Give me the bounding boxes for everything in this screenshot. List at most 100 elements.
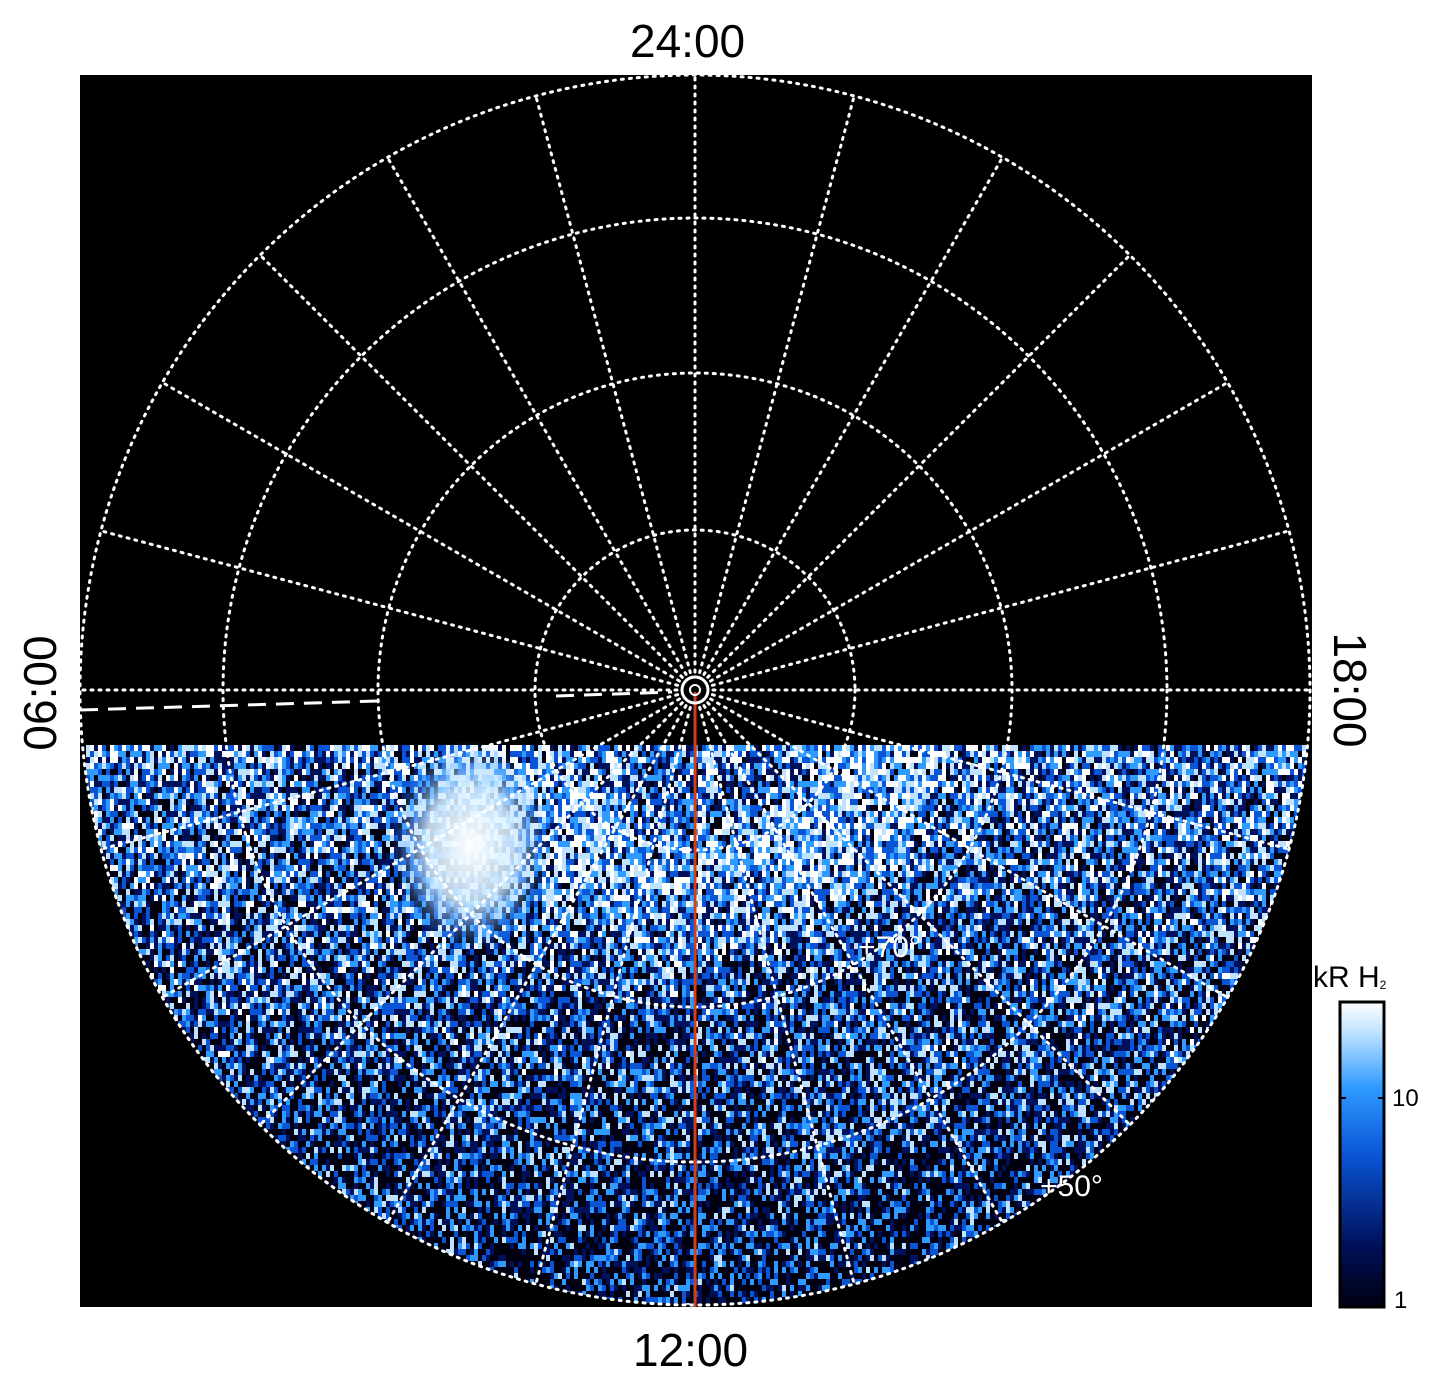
emission-pixel <box>894 745 898 754</box>
emission-pixel <box>394 751 398 758</box>
emission-pixel <box>1250 799 1254 806</box>
emission-pixel <box>406 763 410 774</box>
emission-pixel <box>1054 745 1058 756</box>
emission-pixel <box>746 745 750 751</box>
emission-pixel <box>1266 805 1270 812</box>
emission-pixel <box>198 781 202 787</box>
emission-pixel <box>630 823 634 830</box>
emission-pixel <box>282 751 286 758</box>
emission-pixel <box>1134 811 1138 817</box>
emission-pixel <box>1202 745 1206 756</box>
emission-pixel <box>830 745 834 754</box>
emission-pixel <box>190 763 194 773</box>
emission-pixel <box>1110 829 1114 835</box>
emission-pixel <box>298 769 302 775</box>
emission-pixel <box>1030 799 1034 806</box>
emission-pixel <box>166 841 170 848</box>
emission-pixel <box>298 799 302 806</box>
emission-pixel <box>1194 787 1198 794</box>
emission-pixel <box>990 751 994 760</box>
emission-pixel <box>146 757 150 767</box>
emission-pixel <box>246 745 250 756</box>
emission-pixel <box>270 763 274 773</box>
emission-pixel <box>146 781 150 787</box>
emission-pixel <box>326 745 330 756</box>
emission-pixel <box>926 751 930 759</box>
emission-pixel <box>118 757 122 768</box>
emission-pixel <box>194 763 198 769</box>
emission-pixel <box>230 751 234 759</box>
emission-pixel <box>110 835 114 841</box>
emission-pixel <box>1286 751 1290 761</box>
emission-pixel <box>666 751 670 758</box>
emission-pixel <box>354 775 358 782</box>
emission-pixel <box>250 769 254 776</box>
emission-pixel <box>1082 745 1086 752</box>
emission-pixel <box>150 781 154 787</box>
emission-pixel <box>1154 823 1158 829</box>
emission-pixel <box>1110 757 1114 768</box>
emission-pixel <box>182 745 186 751</box>
emission-pixel <box>326 763 330 772</box>
emission-pixel <box>1030 745 1034 752</box>
emission-pixel <box>786 757 790 764</box>
emission-pixel <box>690 751 694 757</box>
emission-pixel <box>1254 757 1258 763</box>
emission-pixel <box>1230 751 1234 757</box>
emission-pixel <box>1274 799 1278 805</box>
emission-pixel <box>954 757 958 764</box>
emission-pixel <box>762 817 766 823</box>
emission-pixel <box>182 829 186 835</box>
emission-pixel <box>218 835 222 842</box>
emission-pixel <box>330 763 334 770</box>
emission-pixel <box>1246 751 1250 760</box>
emission-pixel <box>378 829 382 835</box>
emission-pixel <box>1106 763 1110 771</box>
emission-pixel <box>230 763 234 773</box>
emission-pixel <box>350 757 354 765</box>
emission-pixel <box>1090 781 1094 788</box>
emission-pixel <box>166 793 170 799</box>
emission-pixel <box>958 751 962 759</box>
emission-pixel <box>1018 823 1022 830</box>
emission-pixel <box>278 757 282 766</box>
emission-pixel <box>650 781 654 787</box>
emission-pixel <box>1130 823 1134 830</box>
emission-pixel <box>738 829 742 836</box>
emission-pixel <box>1082 763 1086 769</box>
emission-pixel <box>578 787 582 793</box>
emission-pixel <box>646 823 650 829</box>
emission-pixel <box>1130 745 1134 752</box>
emission-pixel <box>930 799 934 806</box>
emission-pixel <box>1282 799 1286 805</box>
emission-pixel <box>370 823 374 829</box>
emission-pixel <box>874 757 878 767</box>
emission-pixel <box>134 787 138 794</box>
emission-pixel <box>838 745 842 756</box>
emission-pixel <box>1070 757 1074 764</box>
emission-pixel <box>1086 751 1090 757</box>
emission-pixel <box>910 757 914 763</box>
emission-pixel <box>690 745 694 756</box>
emission-pixel <box>1270 763 1274 771</box>
emission-pixel <box>1202 763 1206 772</box>
emission-pixel <box>966 793 970 800</box>
emission-pixel <box>786 745 790 756</box>
emission-pixel <box>210 763 214 770</box>
emission-pixel <box>602 745 606 755</box>
emission-pixel <box>934 811 938 817</box>
emission-pixel <box>1206 805 1210 812</box>
emission-pixel <box>610 751 614 762</box>
emission-pixel <box>626 757 630 765</box>
emission-pixel <box>538 745 542 751</box>
emission-pixel <box>718 763 722 774</box>
emission-pixel <box>530 751 534 757</box>
emission-pixel <box>1222 763 1226 774</box>
emission-pixel <box>254 751 258 757</box>
emission-pixel <box>1010 763 1014 770</box>
emission-pixel <box>338 763 342 771</box>
emission-pixel <box>862 763 866 772</box>
emission-pixel <box>1006 751 1010 761</box>
emission-pixel <box>126 751 130 760</box>
emission-pixel <box>858 763 862 771</box>
